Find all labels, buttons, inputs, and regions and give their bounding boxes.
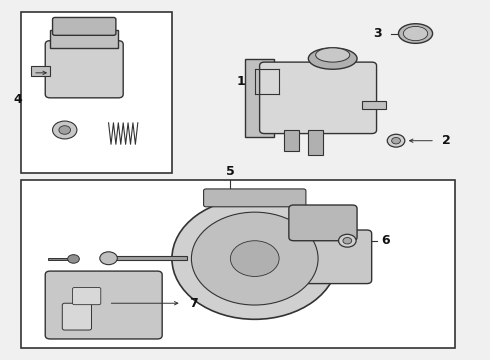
Bar [21, 180, 455, 348]
Circle shape [100, 252, 117, 265]
Text: 4: 4 [14, 93, 23, 106]
FancyBboxPatch shape [274, 230, 372, 284]
Circle shape [192, 212, 318, 305]
FancyBboxPatch shape [45, 41, 123, 98]
Bar [109, 256, 187, 260]
Bar [21, 12, 172, 173]
Text: 7: 7 [189, 297, 198, 310]
Bar [284, 130, 298, 152]
FancyBboxPatch shape [62, 303, 92, 330]
Bar [48, 257, 72, 260]
Text: 3: 3 [373, 27, 381, 40]
FancyBboxPatch shape [73, 288, 101, 305]
Ellipse shape [398, 24, 433, 43]
Bar [50, 30, 118, 48]
Circle shape [343, 238, 352, 244]
FancyBboxPatch shape [203, 189, 306, 207]
Circle shape [339, 234, 356, 247]
Ellipse shape [316, 48, 350, 62]
Ellipse shape [403, 26, 428, 41]
Text: 5: 5 [226, 165, 235, 178]
Bar [308, 130, 323, 155]
Circle shape [387, 134, 405, 147]
Bar [30, 66, 50, 76]
Text: 6: 6 [381, 234, 390, 247]
Bar [362, 102, 386, 109]
FancyBboxPatch shape [52, 18, 116, 35]
FancyBboxPatch shape [289, 205, 357, 241]
Bar [245, 59, 274, 137]
FancyBboxPatch shape [260, 62, 376, 134]
Circle shape [392, 138, 400, 144]
Circle shape [59, 126, 71, 134]
Circle shape [230, 241, 279, 276]
Circle shape [52, 121, 77, 139]
Circle shape [172, 198, 338, 319]
Ellipse shape [308, 48, 357, 69]
Circle shape [68, 255, 79, 263]
FancyBboxPatch shape [45, 271, 162, 339]
Text: 1: 1 [236, 75, 245, 88]
Text: 2: 2 [442, 134, 451, 147]
